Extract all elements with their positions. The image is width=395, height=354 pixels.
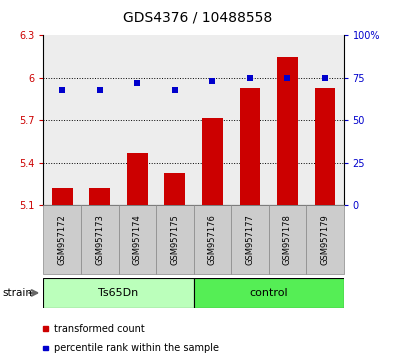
Bar xyxy=(269,205,306,274)
Text: GSM957178: GSM957178 xyxy=(283,215,292,265)
Text: GDS4376 / 10488558: GDS4376 / 10488558 xyxy=(123,11,272,25)
Bar xyxy=(52,188,73,205)
Bar xyxy=(202,118,223,205)
Bar xyxy=(81,205,118,274)
Bar xyxy=(231,205,269,274)
Bar xyxy=(118,205,156,274)
Bar xyxy=(306,35,344,205)
Bar xyxy=(81,35,118,205)
Bar xyxy=(156,205,194,274)
Text: GSM957176: GSM957176 xyxy=(208,215,217,265)
Text: GSM957173: GSM957173 xyxy=(95,215,104,265)
Bar xyxy=(194,278,344,308)
Bar xyxy=(43,35,81,205)
Text: GSM957177: GSM957177 xyxy=(245,215,254,265)
Bar xyxy=(118,35,156,205)
Text: percentile rank within the sample: percentile rank within the sample xyxy=(54,343,219,353)
Text: strain: strain xyxy=(2,288,32,298)
Text: transformed count: transformed count xyxy=(54,324,145,334)
Bar xyxy=(156,35,194,205)
Bar xyxy=(306,205,344,274)
Text: Ts65Dn: Ts65Dn xyxy=(98,288,139,298)
Text: GSM957172: GSM957172 xyxy=(58,215,67,265)
Text: GSM957175: GSM957175 xyxy=(170,215,179,265)
Text: GSM957179: GSM957179 xyxy=(320,215,329,265)
Bar xyxy=(194,205,231,274)
Text: GSM957174: GSM957174 xyxy=(133,215,142,265)
Bar xyxy=(231,35,269,205)
Bar xyxy=(194,35,231,205)
Bar xyxy=(127,153,148,205)
Bar xyxy=(239,88,260,205)
Bar xyxy=(89,188,110,205)
Bar xyxy=(164,173,185,205)
Bar xyxy=(43,278,194,308)
Bar xyxy=(269,35,306,205)
Text: control: control xyxy=(249,288,288,298)
Bar xyxy=(277,57,298,205)
Bar xyxy=(43,205,81,274)
Bar xyxy=(314,88,335,205)
